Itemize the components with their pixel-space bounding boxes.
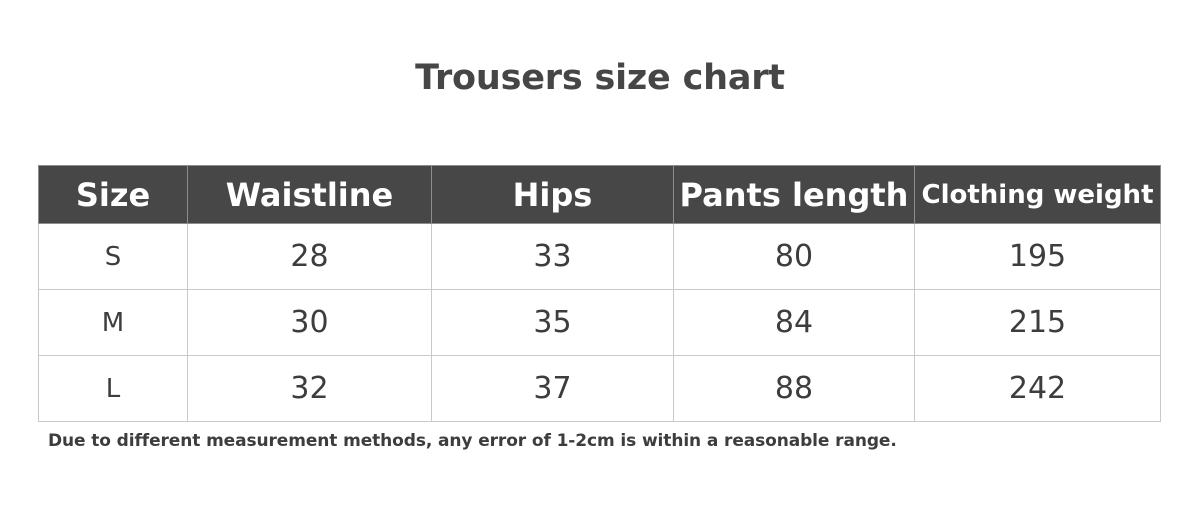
cell-waistline: 28 [187, 223, 432, 290]
trousers-size-table: Size Waistline Hips Pants length Clothin… [38, 165, 1161, 422]
table-header-row: Size Waistline Hips Pants length Clothin… [38, 165, 1161, 224]
table-row: S 28 33 80 195 [38, 223, 1161, 290]
cell-hips: 33 [431, 223, 674, 290]
cell-waistline: 32 [187, 355, 432, 422]
cell-size: S [38, 223, 188, 290]
cell-pants-length: 84 [673, 289, 915, 356]
cell-size: M [38, 289, 188, 356]
column-header-waistline: Waistline [187, 165, 432, 224]
cell-clothing-weight: 215 [914, 289, 1161, 356]
table-body: S 28 33 80 195 M 30 35 84 215 L 32 37 88… [38, 223, 1161, 422]
cell-pants-length: 80 [673, 223, 915, 290]
column-header-size: Size [38, 165, 188, 224]
measurement-disclaimer: Due to different measurement methods, an… [48, 431, 897, 451]
column-header-clothing-weight: Clothing weight [914, 165, 1161, 224]
table-row: L 32 37 88 242 [38, 355, 1161, 422]
table-header: Size Waistline Hips Pants length Clothin… [38, 165, 1161, 224]
column-header-pants-length: Pants length [673, 165, 915, 224]
table-row: M 30 35 84 215 [38, 289, 1161, 356]
cell-clothing-weight: 242 [914, 355, 1161, 422]
cell-pants-length: 88 [673, 355, 915, 422]
column-header-hips: Hips [431, 165, 674, 224]
cell-waistline: 30 [187, 289, 432, 356]
page-title: Trousers size chart [415, 58, 785, 98]
cell-hips: 35 [431, 289, 674, 356]
cell-size: L [38, 355, 188, 422]
cell-clothing-weight: 195 [914, 223, 1161, 290]
cell-hips: 37 [431, 355, 674, 422]
